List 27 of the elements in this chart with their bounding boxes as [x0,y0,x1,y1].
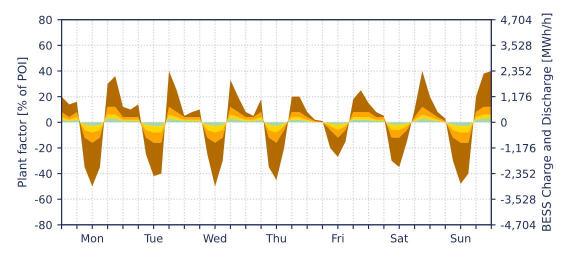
y2-tick-label: 3,528 [501,41,532,51]
y-tick-label: -80 [34,220,52,230]
y2-tick-label: -1,176 [500,144,536,154]
y-tick-label: 0 [46,118,52,127]
y2-tick-label: -3,528 [500,195,536,205]
y-tick-label: -40 [34,170,52,178]
x-tick-label: Sun [450,234,470,242]
y2-tick-label: -2,352 [500,170,536,180]
y-tick-label: 40 [38,66,52,76]
y2-tick-label: -4,704 [500,220,536,230]
x-tick-label: Sat [390,234,408,242]
y-tick-label: -60 [34,195,52,204]
y-tick-label: 20 [39,92,52,102]
y2-tick-label: 2,352 [501,66,532,77]
y-tick-label: -20 [34,144,52,152]
x-tick-label: Mon [82,234,104,242]
x-tick-label: Wed [203,234,226,242]
y-tick-label: 80 [39,16,52,24]
y-tick-label: 60 [39,41,52,50]
y2-tick-label: 1,176 [502,92,532,102]
x-tick-label: Tue [144,234,163,242]
y-axis-title: Plant factor [% of POI] [17,58,28,187]
y2-tick-label: 0 [501,118,507,127]
y2-axis-title: BESS Charge and Discharge [MWh/h] [542,14,554,231]
x-tick-label: Fri [332,234,344,242]
y2-tick-label: 4,704 [500,16,532,26]
x-tick-label: Thu [266,234,286,242]
